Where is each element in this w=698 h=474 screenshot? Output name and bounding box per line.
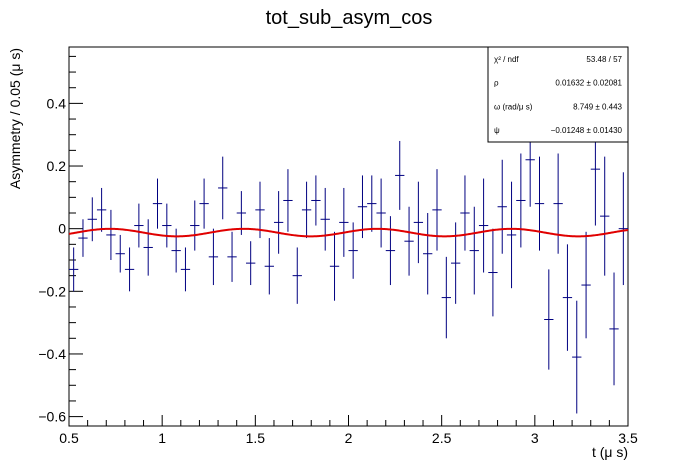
data-point (134, 203, 144, 248)
y-tick-label: −0.2 (38, 283, 66, 299)
data-point (395, 140, 405, 210)
data-point (180, 247, 191, 292)
data-point (218, 156, 228, 220)
stats-label: χ² / ndf (494, 55, 519, 64)
stats-value: 8.749 ± 0.443 (573, 102, 622, 111)
data-point (124, 247, 135, 292)
data-point (376, 178, 386, 248)
data-point (367, 175, 377, 232)
x-axis-label: t (μ s) (592, 444, 628, 460)
data-point (553, 153, 563, 254)
data-point (432, 169, 442, 251)
data-point (96, 187, 107, 232)
data-point (544, 269, 554, 370)
y-axis-label: Asymmetry / 0.05 (μ s) (7, 48, 23, 189)
data-point (534, 156, 545, 251)
x-axis: 0.5 1 1.5 2 2.5 3 3.5 (59, 415, 638, 446)
data-point (581, 231, 591, 339)
data-series (69, 112, 628, 414)
data-point (562, 244, 573, 351)
data-point (329, 231, 340, 301)
x-tick-label: 3.5 (618, 430, 638, 446)
data-point (236, 191, 247, 235)
data-point (199, 178, 209, 229)
data-point (488, 228, 498, 317)
data-point (478, 178, 489, 273)
data-point (115, 234, 125, 273)
data-point (460, 175, 470, 251)
data-point (497, 159, 507, 254)
stats-box: χ² / ndf 53.48 / 57 ρ 0.01632 ± 0.02081 ω (r… (487, 46, 629, 143)
y-tick-label: 0 (58, 221, 66, 237)
data-point (385, 216, 396, 286)
y-tick-label: 0.4 (47, 95, 67, 111)
x-tick-label: 0.5 (59, 430, 79, 446)
stats-label: ψ (494, 126, 500, 135)
data-point (78, 219, 88, 257)
chart-title: tot_sub_asym_cos (266, 7, 433, 29)
data-point (69, 247, 79, 292)
data-point (227, 231, 237, 282)
data-point (264, 238, 274, 295)
x-tick-label: 1.5 (246, 430, 266, 446)
data-point (143, 219, 153, 276)
data-point (208, 228, 219, 286)
data-point (255, 181, 265, 239)
data-point (273, 191, 284, 254)
stats-value: 53.48 / 57 (586, 55, 622, 64)
stats-label: ω (rad/μ s) (494, 102, 533, 111)
y-tick-label: −0.4 (38, 346, 66, 362)
fit-function-line (68, 227, 629, 238)
stats-box-frame (487, 46, 629, 143)
data-point (292, 247, 302, 304)
data-point (106, 209, 116, 260)
data-point (572, 300, 582, 414)
data-point (357, 175, 368, 239)
data-point (441, 256, 451, 339)
stats-value: −0.01248 ± 0.01430 (551, 126, 623, 135)
y-tick-label: −0.6 (38, 409, 66, 425)
data-point (339, 187, 349, 257)
data-point (516, 153, 526, 248)
stats-label: ρ (494, 79, 499, 88)
data-point (413, 181, 424, 264)
y-axis: −0.6 −0.4 −0.2 0 0.2 0.4 (38, 55, 83, 425)
data-point (301, 181, 312, 239)
x-tick-label: 2 (345, 430, 353, 446)
data-point (152, 178, 163, 229)
data-point (162, 203, 172, 248)
data-point (190, 200, 200, 251)
data-point (469, 206, 479, 295)
fit-curve (68, 227, 629, 238)
stats-value: 0.01632 ± 0.02081 (555, 79, 622, 88)
data-point (506, 181, 517, 289)
data-point (87, 197, 97, 242)
data-point (171, 228, 181, 273)
data-point (404, 206, 414, 276)
data-point (618, 172, 628, 286)
data-point (246, 241, 256, 286)
data-point (600, 156, 610, 276)
y-tick-label: 0.2 (47, 158, 67, 174)
x-tick-label: 2.5 (432, 430, 452, 446)
data-point (609, 272, 619, 386)
data-point (320, 187, 330, 251)
data-point (311, 175, 321, 226)
x-tick-label: 3 (531, 430, 539, 446)
x-tick-label: 1 (158, 430, 166, 446)
data-point (283, 169, 293, 232)
data-point (423, 213, 433, 295)
